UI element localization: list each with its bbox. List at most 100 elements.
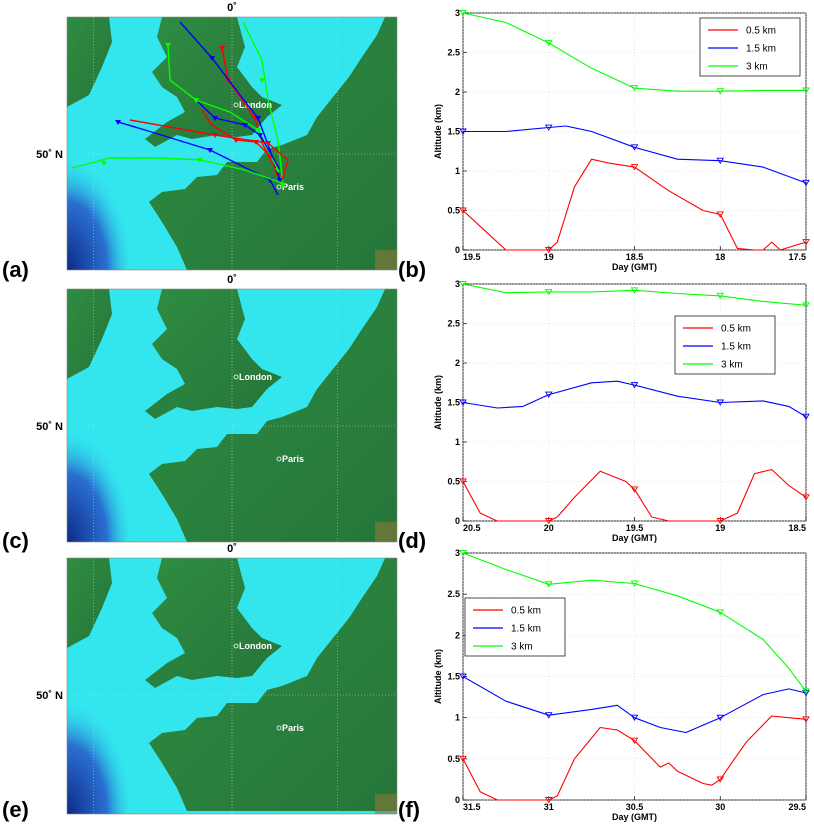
- city-label-london: London: [239, 641, 272, 651]
- data-point-red: [630, 737, 639, 745]
- x-tick-label: 17.5: [788, 252, 806, 262]
- city-label-paris: Paris: [282, 182, 304, 192]
- x-axis-label: Day (GMT): [612, 262, 657, 272]
- paris-marker: [276, 456, 282, 462]
- mountain-area: [375, 794, 397, 814]
- data-point-blue: [630, 382, 639, 389]
- meridian-label: 0˚: [227, 543, 237, 555]
- city-label-paris: Paris: [282, 723, 304, 733]
- x-tick-label: 30: [715, 802, 725, 812]
- trajectory-marker-blue: [257, 133, 263, 138]
- trajectory-marker-green: [165, 43, 171, 48]
- y-tick-label: 0: [455, 795, 460, 805]
- x-tick-label: 31: [544, 802, 554, 812]
- city-label-london: London: [239, 100, 272, 110]
- data-point-green: [802, 302, 810, 309]
- data-point-blue: [802, 413, 810, 421]
- land-continent: [149, 17, 397, 270]
- trajectory-marker-blue: [242, 123, 248, 128]
- data-point-blue: [630, 144, 639, 151]
- trajectory-marker-blue: [209, 56, 215, 61]
- y-tick-label: 1.5: [447, 127, 460, 137]
- x-tick-label: 31.5: [463, 802, 481, 812]
- chart-panel-1: 0 0.5 1 1.5 2 2.5 3 20.5 20 19.5 19 18.5 Day (GMT) Al…: [433, 279, 810, 543]
- y-tick-label: 2: [455, 358, 460, 368]
- paris-marker: [276, 184, 282, 190]
- data-point-blue: [544, 391, 553, 398]
- data-point-blue: [544, 124, 553, 131]
- chart-panel-2: 0 0.5 1 1.5 2 2.5 3 31.5 31 30.5 30 29.5 Day (GMT) Al…: [433, 548, 810, 822]
- trajectory-marker-green: [255, 128, 261, 133]
- trajectory-blue: [117, 121, 279, 196]
- data-point-red: [716, 211, 725, 218]
- x-tick-label: 30.5: [626, 802, 644, 812]
- series-line-red: [462, 715, 807, 801]
- y-tick-label: 3: [455, 279, 460, 289]
- city-label-london: London: [239, 372, 272, 382]
- land-great-britain: [145, 558, 282, 688]
- legend: 0.5 km 1.5 km 3 km: [699, 17, 801, 77]
- mountain-area: [375, 250, 397, 270]
- land-great-britain: [145, 289, 282, 419]
- y-tick-label: 3: [455, 548, 460, 558]
- panel-label-c: (c): [2, 528, 29, 553]
- trajectory-marker-blue: [255, 116, 261, 121]
- land-ireland: [67, 289, 112, 379]
- x-tick-label: 19.5: [463, 252, 481, 262]
- trajectory-marker-green: [193, 98, 199, 103]
- data-point-blue: [459, 128, 467, 135]
- panel-label-e: (e): [2, 797, 29, 822]
- x-tick-label: 19.5: [626, 523, 644, 533]
- data-point-red: [630, 486, 639, 493]
- trajectory-marker-green: [197, 158, 203, 163]
- legend: 0.5 km 1.5 km 3 km: [464, 597, 566, 657]
- y-tick-label: 1.5: [447, 672, 460, 682]
- legend-label: 0.5 km: [511, 606, 541, 617]
- trajectory-green: [71, 157, 283, 184]
- trajectory-marker-red: [219, 46, 225, 51]
- data-point-red: [459, 755, 467, 763]
- chart-panel-0: 0 0.5 1 1.5 2 2.5 3 19.5 19 18.5 18 17.5 Day (GMT) Al…: [433, 8, 810, 272]
- y-tick-label: 1: [455, 166, 460, 176]
- y-tick-label: 0: [455, 516, 460, 526]
- data-point-red: [544, 518, 553, 525]
- legend-label: 3 km: [746, 62, 768, 73]
- y-tick-label: 2.5: [447, 589, 460, 599]
- data-point-blue: [630, 714, 639, 722]
- y-tick-label: 2.5: [447, 48, 460, 58]
- legend: 0.5 km 1.5 km 3 km: [674, 315, 776, 375]
- data-point-red: [716, 776, 725, 783]
- data-point-red: [544, 247, 553, 254]
- y-tick-label: 1: [455, 713, 460, 723]
- x-axis-label: Day (GMT): [612, 533, 657, 543]
- data-point-blue: [459, 673, 467, 680]
- data-point-green: [544, 581, 553, 588]
- data-point-green: [459, 550, 467, 557]
- trajectory-green: [242, 21, 284, 186]
- city-label-paris: Paris: [282, 454, 304, 464]
- data-point-blue: [459, 399, 467, 406]
- data-point-red: [802, 239, 810, 246]
- trajectory-marker-red: [265, 141, 271, 146]
- trajectory-marker-blue: [115, 120, 121, 125]
- paris-marker: [276, 725, 282, 731]
- x-tick-label: 19: [715, 523, 725, 533]
- map-panels: 0˚ 50˚ N London Paris 0˚ 50˚ N London Paris 0˚ 50…: [36, 2, 398, 815]
- data-point-green: [630, 580, 639, 587]
- panel-label-f: (f): [398, 797, 420, 822]
- y-tick-label: 2: [455, 87, 460, 97]
- y-tick-label: 0: [455, 245, 460, 255]
- legend-label: 0.5 km: [746, 26, 776, 37]
- data-point-green: [802, 87, 810, 94]
- x-tick-label: 18: [715, 252, 725, 262]
- legend-label: 3 km: [721, 360, 743, 371]
- y-tick-label: 2.5: [447, 319, 460, 329]
- trajectory-marker-red: [212, 133, 218, 138]
- land-continent: [149, 289, 397, 542]
- y-tick-label: 3: [455, 8, 460, 18]
- data-point-red: [459, 478, 467, 485]
- x-tick-label: 18.5: [626, 252, 644, 262]
- data-point-green: [716, 609, 725, 616]
- series-line-blue: [462, 676, 807, 734]
